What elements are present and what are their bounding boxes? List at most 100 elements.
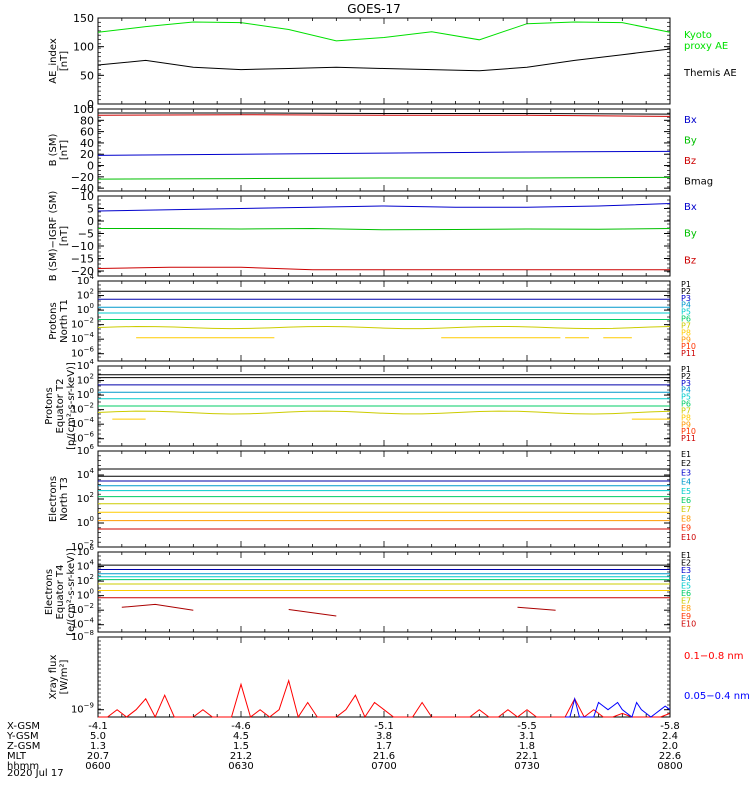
- channel-label: P3: [681, 294, 691, 303]
- series-line: [97, 21, 671, 42]
- legend-entry: 0.05−0.4 nm: [684, 691, 750, 702]
- channel-label: E10: [681, 619, 696, 628]
- panel-frame: [97, 636, 671, 718]
- channel-label: E1: [681, 551, 691, 560]
- y-tick-label: 0: [87, 160, 94, 173]
- y-tick-label: 102: [77, 373, 94, 387]
- channel-label: P9: [681, 420, 691, 429]
- y-tick-label: 0: [87, 98, 94, 111]
- y-axis-label: [nT]: [59, 226, 70, 246]
- channel-label: P2: [681, 372, 691, 381]
- series-line: [97, 48, 671, 72]
- y-axis-label: [nT]: [59, 140, 70, 160]
- channel-label: P11: [681, 349, 696, 358]
- y-axis-label: Equator T2: [55, 379, 66, 434]
- channel-label: P7: [681, 321, 691, 330]
- y-tick-label: −15: [71, 253, 94, 266]
- y-tick-label: 0: [87, 215, 94, 228]
- channel-label: E9: [681, 524, 691, 533]
- orbit-value: 5.0: [90, 731, 106, 742]
- y-tick-label: −20: [71, 265, 94, 278]
- orbit-value: 1.5: [233, 741, 249, 752]
- flux-channel-line: [97, 325, 671, 330]
- legend-entry: proxy AE: [684, 41, 728, 52]
- y-tick-label: 104: [77, 358, 95, 372]
- legend-entry: 0.1−0.8 nm: [684, 651, 743, 662]
- channel-label: E2: [681, 459, 691, 468]
- orbit-value: 1.8: [519, 741, 535, 752]
- legend-entry: Bx: [684, 202, 697, 213]
- y-tick-label: −5: [78, 228, 94, 241]
- channel-label: E10: [681, 533, 696, 542]
- y-tick-label: 50: [80, 69, 94, 82]
- series-line: [97, 150, 671, 156]
- y-tick-label: 10: [80, 190, 94, 203]
- flux-channel-line: [97, 410, 671, 415]
- legend-entry: By: [684, 229, 697, 240]
- y-tick-label: 100: [73, 103, 94, 116]
- panel-frame: [97, 195, 671, 277]
- y-tick-label: 106: [77, 443, 95, 457]
- series-line: [98, 227, 671, 231]
- date-label: 2020 Jul 17: [7, 768, 64, 779]
- panel-frame: [97, 280, 671, 362]
- y-tick-label: 10−6: [71, 346, 95, 360]
- orbit-value: -5.1: [374, 721, 394, 732]
- channel-label: P2: [681, 287, 691, 296]
- flux-segment: [288, 609, 337, 617]
- channel-label: P10: [681, 427, 696, 436]
- legend-entry: Bx: [684, 115, 697, 126]
- series-line: [97, 266, 670, 271]
- channel-label: P6: [681, 315, 691, 324]
- orbit-value: 0630: [228, 761, 253, 772]
- channel-label: E3: [681, 468, 691, 477]
- channel-label: E7: [681, 597, 691, 606]
- orbit-value: 1.3: [90, 741, 106, 752]
- channel-label: P1: [681, 280, 691, 289]
- legend-entry: Bmag: [684, 177, 713, 188]
- orbit-value: 0730: [514, 761, 539, 772]
- channel-label: P8: [681, 413, 691, 422]
- orbit-value: 3.8: [376, 731, 392, 742]
- y-tick-label: 10−2: [71, 317, 94, 331]
- y-axis-label: North T3: [59, 477, 70, 521]
- y-axis-label: [e/(cm²-s-sr-keV)]: [66, 548, 77, 636]
- legend-entry: By: [684, 136, 697, 147]
- y-axis-label: AE_index: [48, 38, 59, 84]
- y-tick-label: 10−9: [71, 702, 94, 716]
- channel-label: E6: [681, 589, 691, 598]
- channel-label: E8: [681, 514, 691, 523]
- y-tick-label: 10−4: [71, 331, 95, 345]
- y-tick-label: 10−4: [71, 416, 95, 430]
- y-axis-label: [p/(cm²-s-sr-keV)]: [66, 362, 77, 450]
- channel-label: P11: [681, 434, 696, 443]
- channel-label: P4: [681, 386, 691, 395]
- y-tick-label: 10−2: [71, 602, 94, 616]
- channel-label: E1: [681, 450, 691, 459]
- orbit-value: 2.0: [662, 741, 678, 752]
- channel-label: E5: [681, 487, 691, 496]
- orbit-value: -4.1: [88, 721, 108, 732]
- channel-label: E3: [681, 566, 691, 575]
- y-axis-label: Equator T4: [55, 565, 66, 620]
- y-axis-label: [W/m²]: [59, 659, 70, 694]
- orbit-value: 0700: [371, 761, 396, 772]
- flux-segment: [517, 606, 556, 611]
- legend-entry: Kyoto: [684, 30, 712, 41]
- series-line: [565, 696, 671, 718]
- y-tick-label: 10−6: [71, 431, 95, 445]
- orbit-row-label: Z-GSM: [7, 741, 40, 752]
- y-tick-label: 104: [77, 467, 95, 481]
- y-tick-label: 100: [77, 387, 94, 401]
- series-line: [97, 114, 671, 117]
- y-tick-label: 10−4: [71, 617, 95, 631]
- channel-label: E4: [681, 478, 691, 487]
- y-tick-label: 100: [77, 515, 94, 529]
- channel-label: E8: [681, 604, 691, 613]
- series-line: [97, 176, 671, 180]
- panel-frame: [97, 450, 671, 548]
